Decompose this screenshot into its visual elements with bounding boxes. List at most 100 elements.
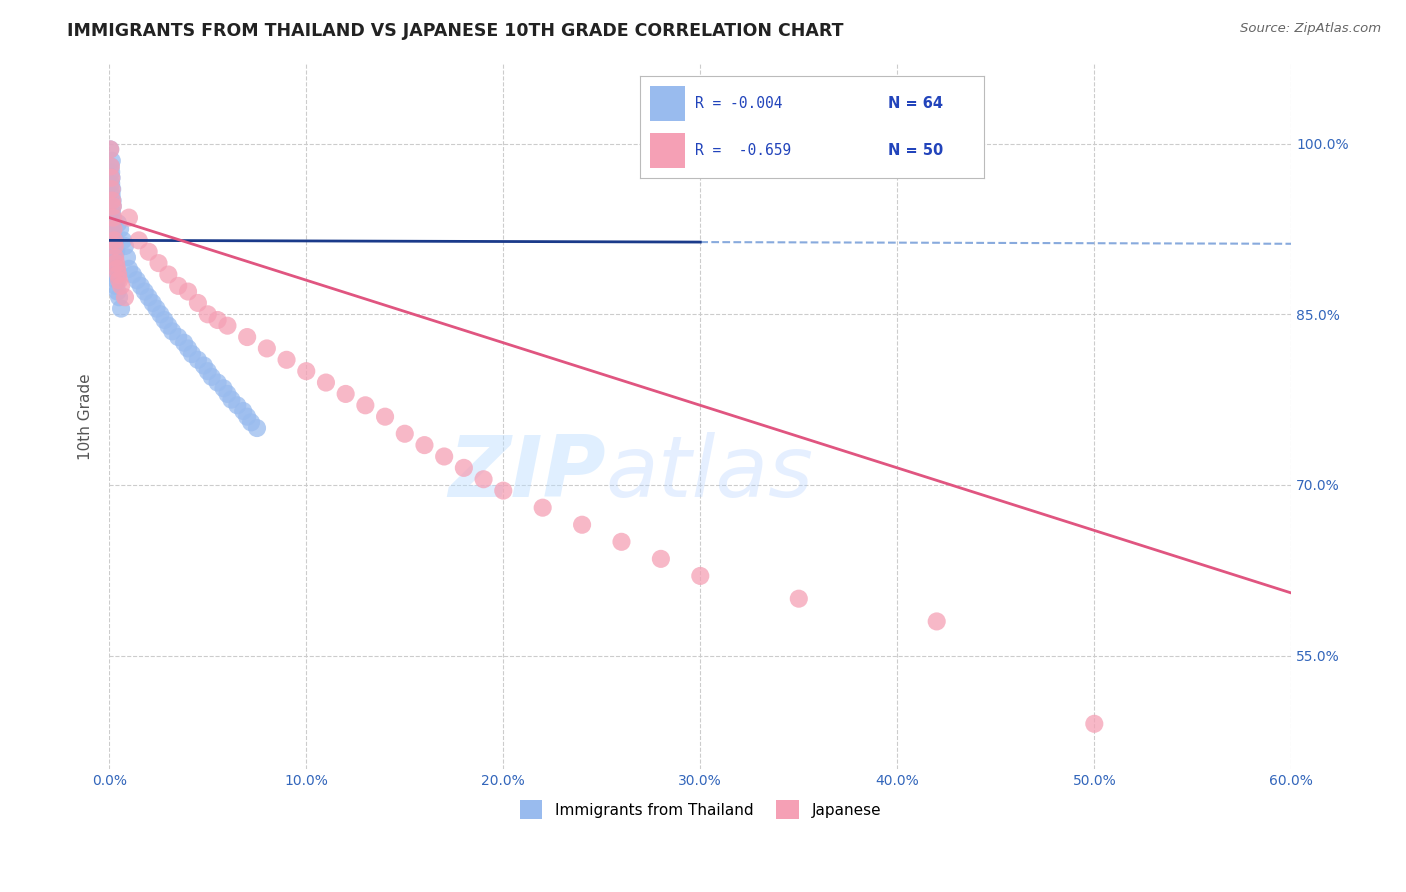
Point — [101, 216, 124, 230]
Point — [118, 211, 141, 225]
Point — [110, 278, 132, 293]
Point — [167, 330, 190, 344]
Point — [104, 251, 127, 265]
Point — [157, 268, 180, 282]
Point — [108, 273, 131, 287]
Point — [197, 364, 219, 378]
Point — [177, 342, 200, 356]
Point — [105, 261, 128, 276]
Point — [100, 160, 122, 174]
Text: IMMIGRANTS FROM THAILAND VS JAPANESE 10TH GRADE CORRELATION CHART: IMMIGRANTS FROM THAILAND VS JAPANESE 10T… — [67, 22, 844, 40]
Point — [101, 222, 124, 236]
Bar — [650, 87, 685, 121]
Point — [100, 177, 122, 191]
Point — [128, 233, 150, 247]
Point — [217, 318, 239, 333]
Point — [105, 261, 128, 276]
Point — [107, 285, 129, 299]
Point — [295, 364, 318, 378]
Point — [650, 552, 672, 566]
Point — [167, 278, 190, 293]
Point — [101, 182, 124, 196]
Point — [276, 352, 298, 367]
Point — [394, 426, 416, 441]
Point — [108, 222, 131, 236]
Point — [256, 342, 278, 356]
Text: R =  -0.659: R = -0.659 — [695, 144, 792, 158]
Point — [153, 313, 176, 327]
Point — [114, 239, 136, 253]
Point — [201, 369, 224, 384]
Point — [240, 416, 263, 430]
Point — [787, 591, 810, 606]
Point — [531, 500, 554, 515]
Point — [100, 165, 122, 179]
Point — [100, 187, 122, 202]
Point — [187, 352, 209, 367]
Point — [181, 347, 204, 361]
Point — [103, 256, 125, 270]
Text: N = 64: N = 64 — [887, 96, 943, 111]
Point — [472, 472, 495, 486]
Point — [100, 160, 122, 174]
Point — [145, 301, 167, 316]
Point — [187, 296, 209, 310]
Point — [112, 233, 135, 247]
Point — [100, 170, 122, 185]
Point — [101, 199, 124, 213]
Y-axis label: 10th Grade: 10th Grade — [79, 374, 93, 460]
Point — [98, 142, 121, 156]
Bar — [650, 133, 685, 168]
Point — [453, 461, 475, 475]
Point — [104, 261, 127, 276]
Point — [103, 239, 125, 253]
Point — [110, 301, 132, 316]
Point — [104, 239, 127, 253]
Point — [101, 194, 124, 208]
Point — [246, 421, 269, 435]
Point — [118, 261, 141, 276]
Point — [221, 392, 243, 407]
Text: Source: ZipAtlas.com: Source: ZipAtlas.com — [1240, 22, 1381, 36]
Point — [1083, 716, 1105, 731]
Point — [107, 216, 129, 230]
Point — [217, 387, 239, 401]
Point — [138, 290, 160, 304]
Point — [129, 278, 152, 293]
Text: atlas: atlas — [606, 432, 814, 515]
Point — [335, 387, 357, 401]
Point — [105, 256, 128, 270]
Point — [232, 404, 254, 418]
Point — [492, 483, 515, 498]
Point — [236, 330, 259, 344]
Point — [207, 376, 229, 390]
Point — [103, 244, 125, 259]
Point — [207, 313, 229, 327]
Text: R = -0.004: R = -0.004 — [695, 96, 782, 111]
Point — [925, 615, 948, 629]
Point — [105, 244, 128, 259]
Point — [103, 233, 125, 247]
Point — [173, 335, 195, 350]
Point — [115, 251, 138, 265]
Point — [98, 142, 121, 156]
Point — [101, 153, 124, 168]
Point — [101, 194, 124, 208]
Point — [689, 569, 711, 583]
Point — [162, 324, 184, 338]
Point — [101, 205, 124, 219]
Point — [103, 222, 125, 236]
Point — [433, 450, 456, 464]
Point — [149, 307, 172, 321]
Text: N = 50: N = 50 — [887, 144, 943, 158]
Point — [610, 534, 633, 549]
Point — [101, 211, 124, 225]
Point — [104, 278, 127, 293]
Point — [236, 409, 259, 424]
Point — [197, 307, 219, 321]
Point — [108, 290, 131, 304]
Point — [374, 409, 396, 424]
Point — [138, 244, 160, 259]
Point — [142, 296, 165, 310]
Point — [212, 381, 235, 395]
